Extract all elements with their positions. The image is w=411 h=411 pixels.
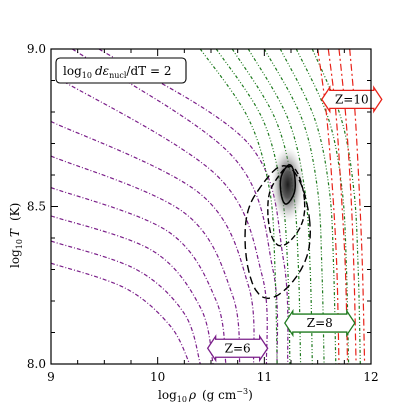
series-0-contour-5 bbox=[51, 120, 255, 364]
series-tag-0: Z=6 bbox=[206, 334, 269, 363]
x-axis-label: log10 ρ (g cm−3) bbox=[158, 387, 253, 404]
x-tick-label: 11 bbox=[257, 370, 272, 384]
series-tags: Z=6 Z=8 Z=10 bbox=[206, 85, 383, 363]
series-1-contour-0 bbox=[199, 49, 278, 364]
series-1-contour-5 bbox=[279, 49, 337, 364]
series-0-contour-8 bbox=[98, 49, 289, 364]
x-tick-label: 10 bbox=[150, 370, 165, 384]
series-label-1: Z=8 bbox=[307, 316, 333, 330]
annotation-sub: 10 bbox=[82, 71, 92, 80]
y-tick-label: 8.5 bbox=[27, 200, 46, 214]
series-1-contour-3 bbox=[247, 49, 313, 364]
annotation-box: log10 dεnucl/dT = 2 bbox=[55, 57, 187, 84]
annotation-expr: dε bbox=[95, 64, 109, 78]
series-0-contour-3 bbox=[51, 187, 227, 364]
density-contour-middle bbox=[267, 165, 306, 247]
annotation-prefix: log bbox=[63, 64, 82, 78]
x-tick-label: 12 bbox=[363, 370, 378, 384]
series-0-contour-7 bbox=[71, 49, 279, 364]
series-0-contour-1 bbox=[51, 240, 201, 364]
series-label-0: Z=6 bbox=[225, 341, 251, 355]
series-0-contour-0 bbox=[51, 262, 191, 364]
axis-ticks: 9 10 11 12 8.0 8.5 9.0 bbox=[27, 42, 379, 384]
density-map bbox=[244, 146, 312, 300]
series-1-contour-6 bbox=[295, 49, 350, 364]
series-0-contour-4 bbox=[51, 155, 241, 364]
series-0-contour-6 bbox=[55, 76, 268, 364]
y-tick-label: 9.0 bbox=[27, 42, 46, 56]
annotation-expr-sub: nucl bbox=[109, 71, 127, 80]
series-label-2: Z=10 bbox=[335, 92, 369, 106]
series-tag-1: Z=8 bbox=[284, 308, 356, 338]
y-tick-label: 8.0 bbox=[27, 357, 46, 371]
x-tick-label: 9 bbox=[47, 370, 55, 384]
density-peak bbox=[271, 146, 305, 223]
density-contour-outer bbox=[244, 164, 312, 300]
series-1-contour-4 bbox=[263, 49, 325, 364]
series-tag-2: Z=10 bbox=[321, 85, 383, 114]
y-axis-label: log10T(K) bbox=[8, 203, 24, 268]
series-0-contour-2 bbox=[51, 215, 214, 364]
annotation-tail: /dT = 2 bbox=[126, 64, 171, 78]
